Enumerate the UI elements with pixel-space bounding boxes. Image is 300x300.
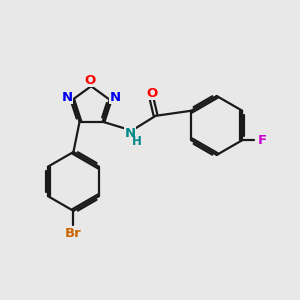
Text: Br: Br: [65, 227, 82, 240]
Text: H: H: [132, 135, 142, 148]
Text: N: N: [61, 91, 73, 104]
Text: O: O: [85, 74, 96, 87]
Text: N: N: [124, 127, 136, 140]
Text: N: N: [110, 91, 121, 104]
Text: O: O: [146, 87, 157, 100]
Text: F: F: [257, 134, 266, 147]
